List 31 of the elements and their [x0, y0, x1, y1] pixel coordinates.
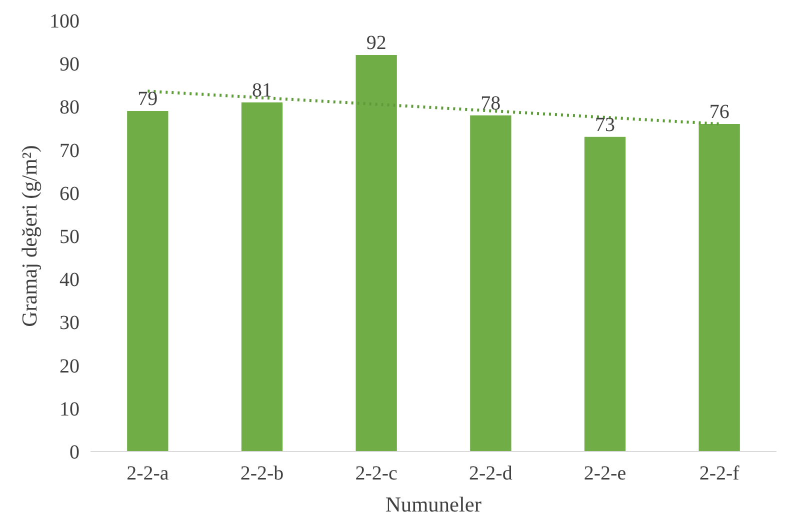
bar	[698, 124, 740, 452]
y-tick-label: 100	[50, 10, 80, 32]
y-tick-label: 80	[60, 96, 80, 119]
y-tick-label: 40	[60, 269, 80, 292]
data-label: 92	[366, 32, 386, 54]
x-tick-label: 2-2-d	[469, 462, 512, 484]
y-tick-label: 30	[60, 312, 80, 334]
x-tick-label: 2-2-c	[355, 462, 398, 484]
bar	[356, 54, 397, 452]
data-label: 81	[252, 79, 272, 102]
y-tick-label: 20	[60, 355, 80, 378]
y-tick-label: 10	[60, 398, 80, 420]
x-tick-label: 2-2-b	[240, 462, 284, 484]
x-axis-title: Numuneler	[386, 492, 482, 516]
data-label: 78	[480, 92, 501, 114]
y-tick-label: 50	[60, 226, 80, 248]
y-tick-label: 70	[60, 140, 80, 162]
bar	[470, 115, 512, 452]
y-axis-title: Gramaj değeri (g/m²)	[18, 145, 42, 327]
data-label: 79	[138, 88, 158, 110]
y-tick-label: 0	[70, 442, 80, 464]
data-label: 73	[595, 114, 615, 136]
x-tick-label: 2-2-f	[699, 462, 740, 484]
x-tick-label: 2-2-e	[584, 462, 626, 484]
bar	[127, 111, 168, 452]
y-tick-label: 90	[60, 54, 80, 76]
bar	[584, 136, 626, 452]
data-label: 76	[709, 100, 730, 123]
bar	[241, 102, 283, 452]
y-tick-label: 60	[60, 182, 80, 205]
x-tick-label: 2-2-a	[126, 462, 169, 484]
